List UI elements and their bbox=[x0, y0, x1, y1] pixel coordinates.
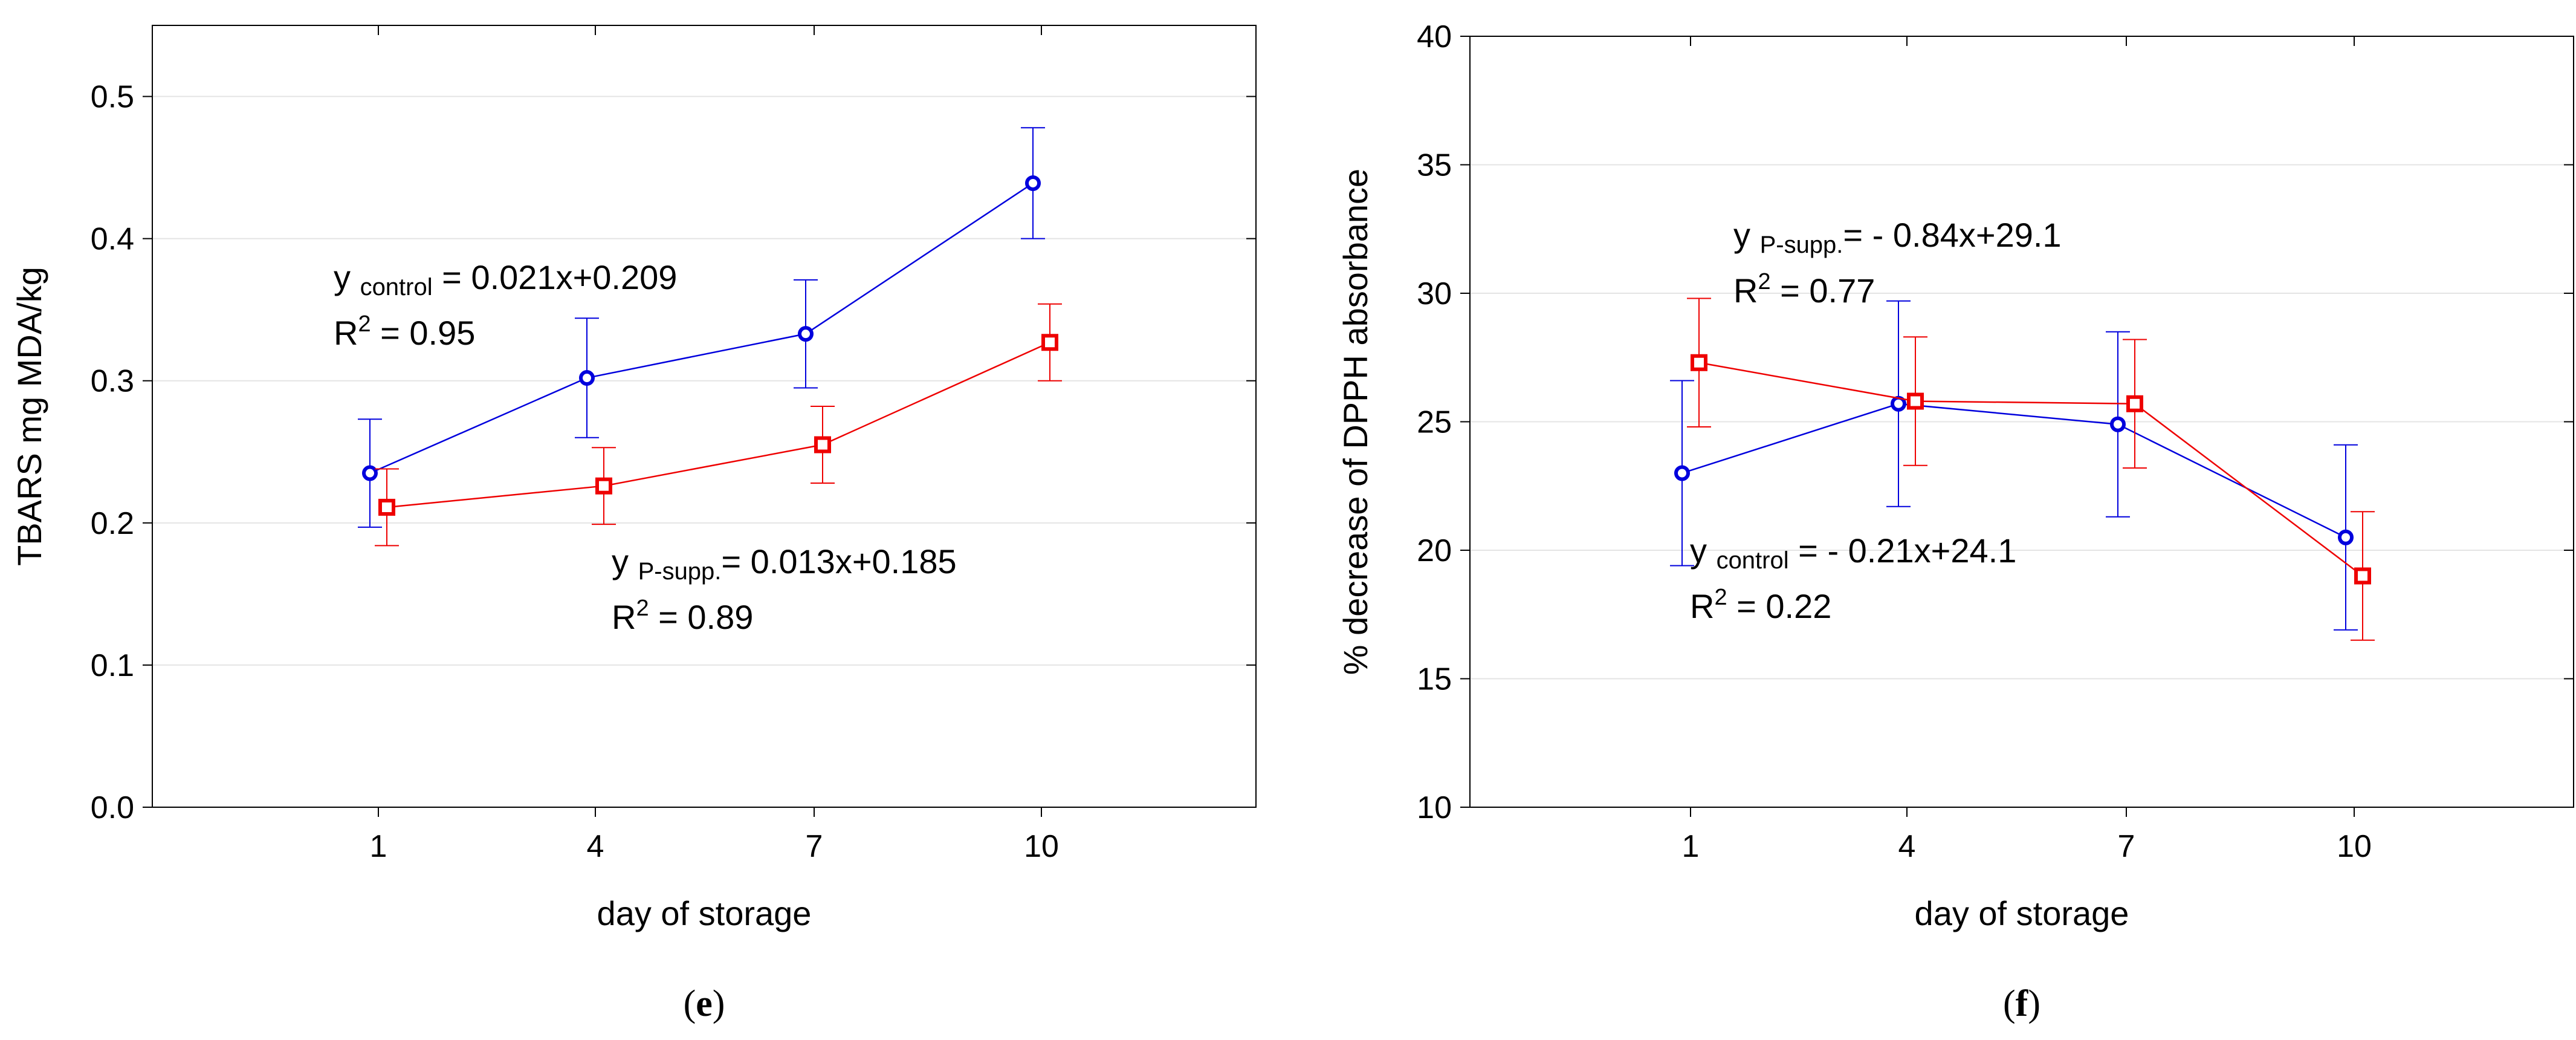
equation-subscript: control bbox=[1717, 547, 1789, 574]
r-squared-r: R bbox=[1690, 587, 1714, 625]
r-squared-r: R bbox=[612, 598, 636, 636]
data-point bbox=[1041, 334, 1058, 351]
equation-subscript: P-supp. bbox=[1760, 232, 1843, 258]
panel-label: (e) bbox=[684, 983, 725, 1024]
data-point bbox=[798, 326, 814, 342]
panel-letter: f bbox=[2016, 983, 2029, 1024]
y-tick-label: 0.5 bbox=[91, 80, 134, 115]
series-P-supp. bbox=[375, 303, 1062, 547]
data-point bbox=[378, 498, 395, 516]
x-tick-label: 4 bbox=[1898, 829, 1916, 864]
y-tick-label: 40 bbox=[1417, 19, 1452, 54]
plot-frame bbox=[152, 25, 1257, 808]
equation-formula: = - 0.84x+29.1 bbox=[1843, 216, 2061, 254]
r-squared-value: = 0.95 bbox=[371, 314, 476, 352]
r-squared-line: R2 = 0.77 bbox=[1733, 269, 1875, 310]
equation-formula: = - 0.21x+24.1 bbox=[1789, 531, 2017, 570]
data-point bbox=[1674, 465, 1690, 481]
y-axis-label: TBARS mg MDA/kg bbox=[10, 267, 48, 566]
series-line bbox=[386, 342, 1050, 509]
series-line bbox=[1681, 403, 2346, 538]
x-axis-label: day of storage bbox=[1915, 894, 2129, 932]
equation-y: y bbox=[1690, 531, 1717, 570]
y-tick-label: 0.4 bbox=[91, 222, 134, 257]
equation-subscript: control bbox=[360, 274, 433, 301]
regression-annotation: y P-supp.= 0.013x+0.185 R2 = 0.89 bbox=[612, 542, 957, 636]
panel-label: (f) bbox=[2003, 983, 2040, 1024]
data-point bbox=[2338, 529, 2354, 545]
x-tick-label: 10 bbox=[1024, 829, 1059, 864]
y-tick-label: 0.0 bbox=[91, 790, 134, 825]
equation-formula: = 0.013x+0.185 bbox=[721, 542, 956, 580]
data-point bbox=[2354, 567, 2371, 585]
x-tick-label: 10 bbox=[2337, 829, 2372, 864]
r-squared-superscript: 2 bbox=[1758, 269, 1770, 294]
equation-formula: = 0.021x+0.209 bbox=[433, 258, 678, 296]
data-point bbox=[2110, 416, 2126, 432]
series-line bbox=[369, 182, 1034, 474]
data-point bbox=[814, 436, 831, 453]
equation-y: y bbox=[1733, 216, 1760, 254]
plot-frame bbox=[1469, 36, 2574, 808]
equation-line: y P-supp.= 0.013x+0.185 bbox=[612, 542, 957, 585]
y-tick-label: 15 bbox=[1417, 662, 1452, 697]
series-P-supp. bbox=[1687, 297, 2375, 641]
data-point bbox=[1025, 175, 1041, 191]
r-squared-r: R bbox=[334, 314, 358, 352]
r-squared-line: R2 = 0.95 bbox=[334, 311, 475, 352]
y-tick-label: 30 bbox=[1417, 276, 1452, 311]
x-axis-label: day of storage bbox=[597, 894, 812, 932]
r-squared-line: R2 = 0.22 bbox=[1690, 585, 1831, 625]
r-squared-line: R2 = 0.89 bbox=[612, 596, 753, 636]
y-axis-label: % decrease of DPPH absorbance bbox=[1336, 169, 1374, 675]
equation-line: y P-supp.= - 0.84x+29.1 bbox=[1733, 216, 2062, 258]
equation-line: y control = - 0.21x+24.1 bbox=[1690, 531, 2016, 574]
y-tick-label: 10 bbox=[1417, 790, 1452, 825]
r-squared-value: = 0.22 bbox=[1727, 587, 1832, 625]
equation-subscript: P-supp. bbox=[638, 558, 722, 585]
data-point bbox=[1907, 392, 1924, 410]
y-tick-label: 0.1 bbox=[91, 648, 134, 683]
data-point bbox=[595, 477, 612, 495]
regression-annotation: y control = 0.021x+0.209 R2 = 0.95 bbox=[334, 258, 677, 352]
r-squared-r: R bbox=[1733, 271, 1758, 310]
r-squared-value: = 0.77 bbox=[1771, 271, 1875, 310]
data-point bbox=[579, 370, 595, 386]
x-tick-label: 7 bbox=[806, 829, 823, 864]
chart-panel-e: 0.0 0.1 0.2 0.3 0.4 0.5 1 4 7 10 day of storage TBA… bbox=[10, 25, 1257, 1024]
r-squared-superscript: 2 bbox=[358, 311, 371, 337]
panel-letter: e bbox=[696, 983, 713, 1024]
chart-panel-f: 10 15 20 25 30 35 40 1 4 7 10 day of storage % decre… bbox=[1336, 19, 2574, 1024]
series-control bbox=[358, 127, 1045, 528]
equation-y: y bbox=[334, 258, 360, 296]
y-tick-label: 20 bbox=[1417, 533, 1452, 568]
series-line bbox=[1698, 362, 2363, 577]
y-tick-label: 0.3 bbox=[91, 364, 134, 399]
series-control bbox=[1670, 300, 2358, 631]
regression-annotation: y control = - 0.21x+24.1 R2 = 0.22 bbox=[1690, 531, 2016, 625]
r-squared-value: = 0.89 bbox=[649, 598, 754, 636]
data-point bbox=[1691, 354, 1707, 371]
y-tick-label: 35 bbox=[1417, 148, 1452, 183]
data-point bbox=[2126, 395, 2143, 412]
equation-y: y bbox=[612, 542, 638, 580]
x-tick-label: 1 bbox=[370, 829, 387, 864]
x-tick-label: 7 bbox=[2118, 829, 2135, 864]
x-tick-label: 4 bbox=[587, 829, 604, 864]
data-point bbox=[362, 465, 378, 481]
r-squared-superscript: 2 bbox=[1714, 585, 1727, 610]
x-tick-label: 1 bbox=[1682, 829, 1700, 864]
regression-annotation: y P-supp.= - 0.84x+29.1 R2 = 0.77 bbox=[1733, 216, 2062, 310]
y-tick-label: 0.2 bbox=[91, 506, 134, 541]
r-squared-superscript: 2 bbox=[636, 596, 649, 621]
y-tick-label: 25 bbox=[1417, 405, 1452, 440]
equation-line: y control = 0.021x+0.209 bbox=[334, 258, 677, 301]
